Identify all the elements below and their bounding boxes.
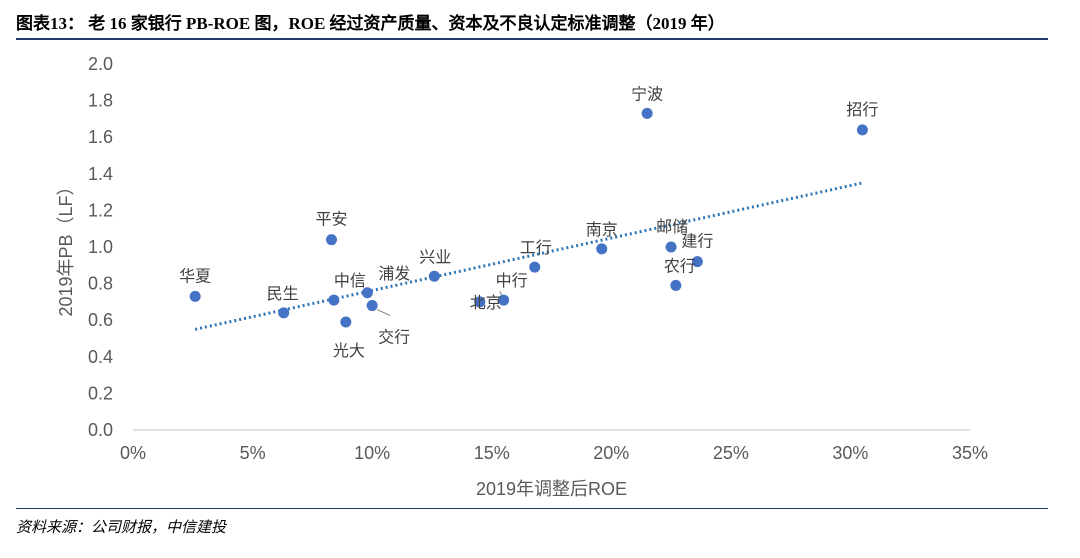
x-tick-label: 5% <box>240 443 266 463</box>
point-label: 宁波 <box>631 85 663 103</box>
y-tick-label: 0.0 <box>88 420 113 440</box>
data-points <box>189 107 868 328</box>
y-tick-label: 1.8 <box>88 91 113 111</box>
x-tick-label: 25% <box>713 443 749 463</box>
y-tick-label: 0.2 <box>88 383 113 403</box>
data-point <box>325 234 337 246</box>
y-tick-label: 1.2 <box>88 200 113 220</box>
trendline <box>194 181 863 331</box>
point-label: 交行 <box>378 329 410 347</box>
x-tick-label: 10% <box>354 443 390 463</box>
y-tick-label: 1.0 <box>88 237 113 257</box>
scatter-chart: 0.0 0.2 0.4 0.6 0.8 1.0 1.2 1.4 1.6 1.8 2.0 0% 5% 10… <box>56 54 988 499</box>
data-point <box>328 294 340 306</box>
point-label: 兴业 <box>419 248 451 266</box>
data-point <box>278 307 290 319</box>
data-point <box>641 107 653 119</box>
data-point <box>366 300 378 312</box>
data-point <box>361 287 373 299</box>
x-axis-ticks: 0% 5% 10% 15% 20% 25% 30% 35% <box>120 443 988 463</box>
point-label: 光大 <box>333 342 365 360</box>
x-tick-label: 15% <box>474 443 510 463</box>
y-tick-label: 1.4 <box>88 164 113 184</box>
x-tick-label: 0% <box>120 443 146 463</box>
point-label: 南京 <box>586 221 618 239</box>
y-tick-label: 0.8 <box>88 274 113 294</box>
y-tick-label: 0.4 <box>88 347 113 367</box>
x-tick-label: 20% <box>593 443 629 463</box>
bottom-rule <box>16 508 1048 509</box>
point-label: 建行 <box>681 233 713 251</box>
x-tick-label: 30% <box>832 443 868 463</box>
data-point <box>691 256 703 268</box>
data-point <box>498 294 510 306</box>
y-axis-ticks: 0.0 0.2 0.4 0.6 0.8 1.0 1.2 1.4 1.6 1.8 2.0 <box>88 54 113 440</box>
top-rule <box>16 38 1048 40</box>
x-axis-title: 2019年调整后ROE <box>476 479 627 499</box>
point-label: 工行 <box>520 239 552 257</box>
point-label: 北京 <box>470 294 502 312</box>
point-label: 民生 <box>267 285 299 303</box>
label-leader-line <box>499 290 503 296</box>
point-label: 中信 <box>334 272 366 290</box>
point-label: 华夏 <box>179 267 211 285</box>
data-point <box>340 316 352 328</box>
data-point <box>670 279 682 291</box>
point-label: 招行 <box>846 101 878 119</box>
point-label: 农行 <box>664 257 696 275</box>
data-point <box>474 296 486 308</box>
data-point <box>428 270 440 282</box>
figure-title: 图表13： 老 16 家银行 PB-ROE 图，ROE 经过资产质量、资本及不良… <box>16 14 725 33</box>
data-point <box>529 261 541 273</box>
x-tick-label: 35% <box>952 443 988 463</box>
data-point <box>856 124 868 136</box>
point-label: 平安 <box>315 211 347 229</box>
y-axis-title: 2019年PB（LF） <box>56 177 76 316</box>
figure-source: 资料来源：公司财报，中信建投 <box>16 520 227 536</box>
data-point <box>596 243 608 255</box>
data-point <box>189 290 201 302</box>
label-leader-line <box>376 309 391 317</box>
point-label: 邮储 <box>656 218 688 236</box>
point-label: 浦发 <box>378 265 410 283</box>
y-tick-label: 0.6 <box>88 310 113 330</box>
point-label: 中行 <box>496 272 528 290</box>
y-tick-label: 2.0 <box>88 54 113 74</box>
data-point <box>665 241 677 253</box>
y-tick-label: 1.6 <box>88 127 113 147</box>
